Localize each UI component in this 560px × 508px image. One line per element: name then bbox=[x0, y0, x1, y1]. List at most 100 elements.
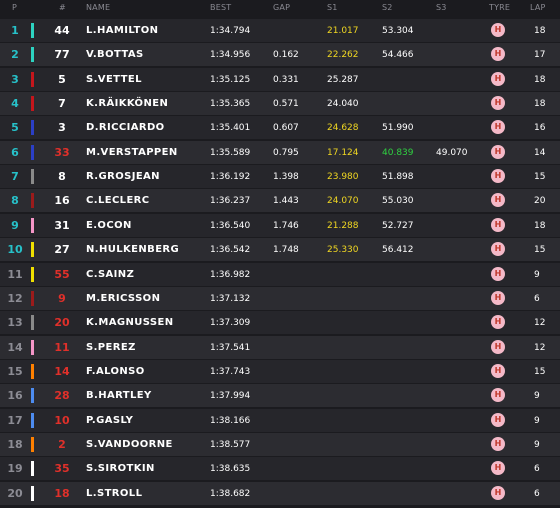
sector-1-time: 24.628 bbox=[327, 123, 359, 133]
best-lap-time: 1:36.982 bbox=[210, 270, 251, 280]
best-lap-time: 1:35.125 bbox=[210, 75, 251, 85]
tyre-compound-icon: H bbox=[491, 315, 505, 329]
row-position: 6 bbox=[11, 146, 19, 159]
sector-2-time: 54.466 bbox=[382, 50, 414, 60]
table-row[interactable]: 19 35 S.SIROTKIN 1:38.635 H 6 bbox=[0, 457, 560, 480]
table-row[interactable]: 6 33 M.VERSTAPPEN 1:35.589 0.795 17.124 40.839… bbox=[0, 141, 560, 164]
tyre-compound-icon: H bbox=[491, 486, 505, 500]
lap-count: 6 bbox=[534, 489, 540, 499]
best-lap-time: 1:38.577 bbox=[210, 440, 251, 450]
team-color-bar bbox=[31, 437, 34, 452]
driver-name: S.SIROTKIN bbox=[86, 463, 155, 474]
team-color-bar bbox=[31, 23, 34, 38]
car-number: 11 bbox=[54, 341, 70, 354]
gap-to-leader: 1.746 bbox=[273, 221, 299, 231]
table-row[interactable]: 5 3 D.RICCIARDO 1:35.401 0.607 24.628 51.990 H 1… bbox=[0, 116, 560, 139]
team-color-bar bbox=[31, 340, 34, 355]
team-color-bar bbox=[31, 169, 34, 184]
team-color-bar bbox=[31, 413, 34, 428]
best-lap-time: 1:36.192 bbox=[210, 172, 251, 182]
table-row[interactable]: 2 77 V.BOTTAS 1:34.956 0.162 22.262 54.466 H 17 bbox=[0, 43, 560, 66]
tyre-compound-icon: H bbox=[491, 388, 505, 402]
sector-2-time: 51.898 bbox=[382, 172, 414, 182]
driver-name: K.RÄIKKÖNEN bbox=[86, 98, 169, 109]
header-gap: GAP bbox=[273, 3, 291, 12]
table-row[interactable]: 4 7 K.RÄIKKÖNEN 1:35.365 0.571 24.040 H 18 bbox=[0, 92, 560, 115]
team-color-bar bbox=[31, 47, 34, 62]
car-number: 9 bbox=[58, 292, 66, 305]
table-row[interactable]: 17 10 P.GASLY 1:38.166 H 9 bbox=[0, 409, 560, 432]
table-row[interactable]: 13 20 K.MAGNUSSEN 1:37.309 H 12 bbox=[0, 311, 560, 334]
header-number: # bbox=[59, 3, 66, 12]
lap-count: 12 bbox=[534, 343, 546, 353]
header-best: BEST bbox=[210, 3, 232, 12]
sector-1-time: 24.040 bbox=[327, 99, 359, 109]
row-position: 4 bbox=[11, 97, 19, 110]
best-lap-time: 1:36.542 bbox=[210, 245, 251, 255]
car-number: 14 bbox=[54, 365, 70, 378]
lap-count: 20 bbox=[534, 196, 546, 206]
table-row[interactable]: 3 5 S.VETTEL 1:35.125 0.331 25.287 H 18 bbox=[0, 68, 560, 91]
row-position: 11 bbox=[7, 268, 23, 281]
lap-count: 12 bbox=[534, 318, 546, 328]
lap-count: 15 bbox=[534, 367, 546, 377]
driver-name: B.HARTLEY bbox=[86, 390, 152, 401]
lap-count: 9 bbox=[534, 416, 540, 426]
best-lap-time: 1:37.309 bbox=[210, 318, 251, 328]
table-row[interactable]: 14 11 S.PEREZ 1:37.541 H 12 bbox=[0, 336, 560, 359]
best-lap-time: 1:36.540 bbox=[210, 221, 251, 231]
header-s2: S2 bbox=[382, 3, 393, 12]
sector-1-time: 21.017 bbox=[327, 26, 359, 36]
table-row[interactable]: 7 8 R.GROSJEAN 1:36.192 1.398 23.980 51.898 H 15 bbox=[0, 165, 560, 188]
team-color-bar bbox=[31, 72, 34, 87]
lap-count: 18 bbox=[534, 221, 546, 231]
table-row[interactable]: 20 18 L.STROLL 1:38.682 H 6 bbox=[0, 482, 560, 505]
team-color-bar bbox=[31, 120, 34, 135]
car-number: 27 bbox=[54, 243, 70, 256]
table-header: P # NAME BEST GAP S1 S2 S3 TYRE LAP bbox=[0, 0, 560, 14]
team-color-bar bbox=[31, 388, 34, 403]
sector-1-time: 22.262 bbox=[327, 50, 359, 60]
tyre-compound-icon: H bbox=[491, 96, 505, 110]
sector-1-time: 25.287 bbox=[327, 75, 359, 85]
tyre-compound-icon: H bbox=[491, 120, 505, 134]
lap-count: 15 bbox=[534, 172, 546, 182]
row-position: 2 bbox=[11, 48, 19, 61]
table-row[interactable]: 16 28 B.HARTLEY 1:37.994 H 9 bbox=[0, 384, 560, 407]
table-row[interactable]: 11 55 C.SAINZ 1:36.982 H 9 bbox=[0, 263, 560, 286]
tyre-compound-icon: H bbox=[491, 47, 505, 61]
lap-count: 15 bbox=[534, 245, 546, 255]
gap-to-leader: 0.331 bbox=[273, 75, 299, 85]
table-row[interactable]: 10 27 N.HULKENBERG 1:36.542 1.748 25.330 56.41… bbox=[0, 238, 560, 261]
row-position: 12 bbox=[7, 292, 23, 305]
table-row[interactable]: 18 2 S.VANDOORNE 1:38.577 H 9 bbox=[0, 433, 560, 456]
tyre-compound-icon: H bbox=[491, 437, 505, 451]
row-position: 20 bbox=[7, 487, 23, 500]
tyre-compound-icon: H bbox=[491, 193, 505, 207]
driver-name: P.GASLY bbox=[86, 415, 134, 426]
tyre-compound-icon: H bbox=[491, 23, 505, 37]
lap-count: 9 bbox=[534, 270, 540, 280]
best-lap-time: 1:35.365 bbox=[210, 99, 251, 109]
table-row[interactable]: 12 9 M.ERICSSON 1:37.132 H 6 bbox=[0, 287, 560, 310]
car-number: 77 bbox=[54, 48, 70, 61]
gap-to-leader: 0.607 bbox=[273, 123, 299, 133]
lap-count: 9 bbox=[534, 440, 540, 450]
car-number: 3 bbox=[58, 121, 66, 134]
best-lap-time: 1:35.589 bbox=[210, 148, 251, 158]
table-row[interactable]: 8 16 C.LECLERC 1:36.237 1.443 24.070 55.030 H 20 bbox=[0, 189, 560, 212]
team-color-bar bbox=[31, 364, 34, 379]
tyre-compound-icon: H bbox=[491, 72, 505, 86]
table-row[interactable]: 1 44 L.HAMILTON 1:34.794 21.017 53.304 H 18 bbox=[0, 19, 560, 42]
table-row[interactable]: 15 14 F.ALONSO 1:37.743 H 15 bbox=[0, 360, 560, 383]
driver-name: C.SAINZ bbox=[86, 269, 135, 280]
team-color-bar bbox=[31, 461, 34, 476]
car-number: 5 bbox=[58, 73, 66, 86]
team-color-bar bbox=[31, 486, 34, 501]
tyre-compound-icon: H bbox=[491, 413, 505, 427]
table-row[interactable]: 9 31 E.OCON 1:36.540 1.746 21.288 52.727 H 18 bbox=[0, 214, 560, 237]
gap-to-leader: 1.748 bbox=[273, 245, 299, 255]
lap-count: 6 bbox=[534, 294, 540, 304]
team-color-bar bbox=[31, 291, 34, 306]
driver-name: K.MAGNUSSEN bbox=[86, 317, 174, 328]
